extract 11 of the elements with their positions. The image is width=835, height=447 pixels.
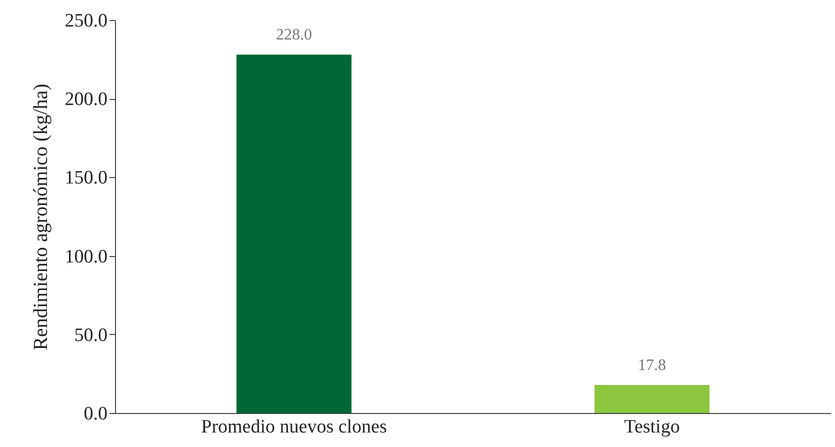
y-tick-label: 250.0 [64, 10, 108, 32]
x-tick-label: Promedio nuevos clones [201, 416, 387, 438]
y-tick-label: 50.0 [74, 324, 108, 346]
data-label: 228.0 [276, 26, 312, 44]
x-tick-label: Testigo [624, 416, 680, 438]
y-tick-label: 150.0 [64, 168, 108, 189]
y-tick-label: 100.0 [64, 246, 108, 268]
data-label: 17.8 [638, 357, 666, 374]
y-tick-label: 200.0 [64, 89, 108, 110]
y-axis-title: Rendimiento agronómico (kg/ha) [30, 84, 52, 350]
y-tick-label: 0.0 [84, 404, 108, 424]
